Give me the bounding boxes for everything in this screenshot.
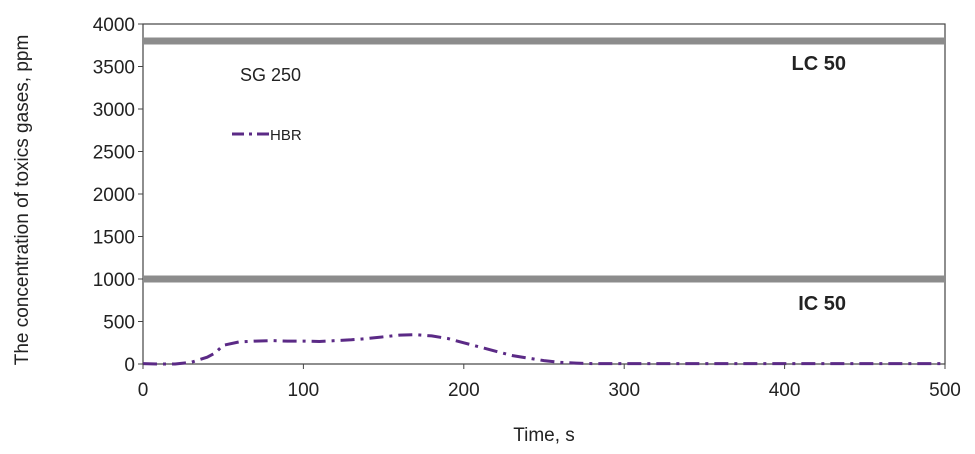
y-tick-label: 1500: [93, 228, 135, 249]
y-tick-label: 2000: [93, 185, 135, 206]
y-axis-title: The concentration of toxics gases, ppm: [12, 35, 33, 366]
y-tick-label: 3500: [93, 58, 135, 79]
y-tick-label: 2500: [93, 143, 135, 164]
x-axis-title: Time, s: [513, 425, 575, 446]
legend: HBR: [232, 127, 302, 144]
ic50-annotation: IC 50: [798, 293, 846, 315]
y-tick-label: 3000: [93, 100, 135, 121]
x-tick-label: 500: [929, 380, 961, 401]
y-tick-label: 4000: [93, 15, 135, 36]
sample-annotation: SG 250: [240, 65, 301, 85]
x-tick-label: 100: [288, 380, 320, 401]
y-tick-label: 1000: [93, 270, 135, 291]
x-tick-label: 200: [448, 380, 480, 401]
x-tick-label: 0: [138, 380, 149, 401]
lc50-annotation: LC 50: [792, 53, 846, 75]
y-tick-label: 500: [103, 313, 135, 334]
series-line-hbr: [142, 333, 945, 366]
x-tick-label: 400: [769, 380, 801, 401]
x-tick-label: 300: [608, 380, 640, 401]
legend-label-hbr: HBR: [270, 127, 302, 144]
y-tick-label: 0: [124, 355, 135, 376]
